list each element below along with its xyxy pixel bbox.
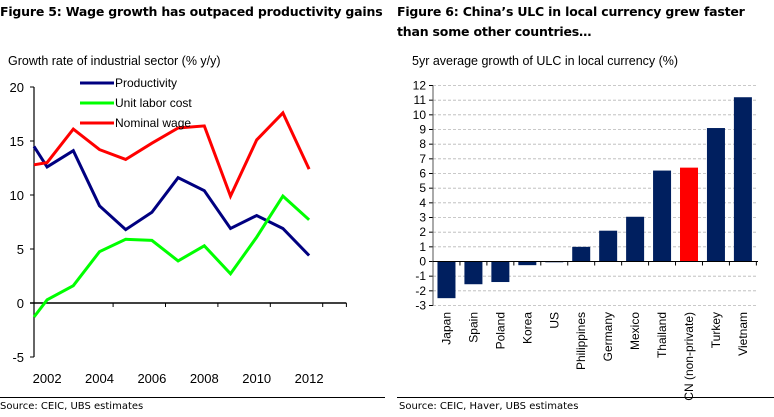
bar-chart-bars [437,97,752,299]
x-tick-label: 2006 [137,371,166,386]
y-tick-label: 8 [419,137,426,151]
series-line-nominal-wage [33,110,311,200]
legend-label: Unit labor cost [115,96,192,110]
series-line-productivity [32,145,311,257]
x-tick-label: 2008 [190,371,219,386]
x-category-label: Korea [520,312,534,344]
y-tick-label: 0 [17,296,24,311]
series-line-unit-labor-cost [32,193,311,318]
bar-vietnam [733,97,752,262]
line-chart: Growth rate of industrial sector (% y/y)… [8,54,347,386]
bar-thailand [653,170,672,262]
bar-mexico [626,216,645,262]
legend-label: Productivity [115,76,177,90]
x-category-label: CN (non-private) [682,312,696,401]
x-category-label: Spain [466,312,480,343]
y-tick-label: 20 [10,80,24,95]
y-tick-label: 4 [419,196,426,210]
x-category-label: Poland [493,312,507,349]
y-tick-label: 7 [419,152,426,166]
bar-chart: 5yr average growth of ULC in local curre… [412,54,758,401]
y-tick-label: 10 [413,108,427,122]
figure-6-source: Source: CEIC, Haver, UBS estimates [399,401,579,412]
bar-philippines [572,246,591,262]
figure-6-source-divider [397,397,774,398]
x-category-label: Philippines [574,312,588,370]
bar-japan [437,261,456,299]
figure-5-source-divider [0,397,385,398]
y-tick-label: -3 [415,299,426,313]
bar-korea [518,261,537,266]
y-tick-label: -2 [415,284,426,298]
bar-spain [464,261,483,285]
y-tick-label: 15 [10,134,24,149]
y-tick-label: 3 [419,211,426,225]
y-tick-label: 2 [419,225,426,239]
bar-poland [491,261,510,283]
x-tick-label: 2012 [295,371,324,386]
bar-germany [599,230,618,262]
y-tick-label: -1 [415,269,426,283]
line-chart-series [32,110,311,318]
legend-label: Nominal wage [115,116,191,130]
bar-chart-title: 5yr average growth of ULC in local curre… [412,54,678,68]
bar-cn-non-private [680,167,699,262]
x-category-label: US [547,312,561,329]
x-category-label: Thailand [655,312,669,358]
y-tick-label: 6 [419,167,426,181]
figure-6-title: Figure 6: China’s ULC in local currency … [397,4,745,39]
figure-5-title: Figure 5: Wage growth has outpaced produ… [0,4,383,19]
y-tick-label: 10 [10,188,24,203]
x-tick-label: 2002 [33,371,62,386]
line-chart-y-axis: -5 0 5 10 15 20 [10,80,35,365]
x-category-label: Vietnam [736,312,750,356]
line-chart-title: Growth rate of industrial sector (% y/y) [8,54,221,68]
y-tick-label: 12 [413,79,427,93]
line-chart-legend: Productivity Unit labor cost Nominal wage [80,76,192,130]
x-category-label: Turkey [709,312,723,348]
x-tick-label: 2004 [85,371,114,386]
bar-chart-gridlines [433,85,758,306]
y-tick-label: 0 [419,255,426,269]
x-category-label: Japan [440,312,454,345]
x-category-label: Mexico [628,312,642,350]
y-tick-label: 11 [414,93,427,107]
y-tick-label: 1 [419,240,426,254]
y-tick-label: 9 [419,123,426,137]
y-tick-label: 5 [419,181,426,195]
x-category-label: Germany [601,312,615,361]
y-tick-label: 5 [17,242,24,257]
x-tick-label: 2010 [242,371,271,386]
bar-chart-x-axis: Japan Spain Poland Korea US Philippines German… [433,261,758,401]
y-tick-label: -5 [12,350,24,365]
line-chart-x-axis: 2002 2004 2006 2008 2010 2012 [30,302,347,386]
figure-5-source: Source: CEIC, UBS estimates [0,401,144,412]
bar-turkey [706,128,725,262]
